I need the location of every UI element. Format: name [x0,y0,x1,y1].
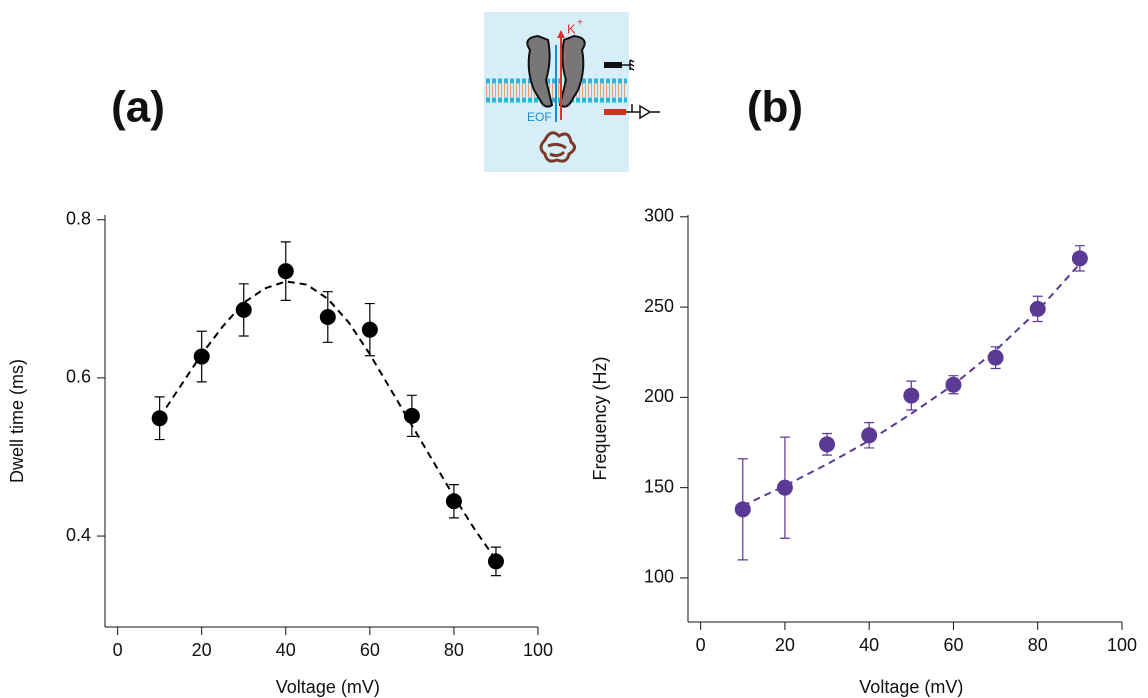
x-tick-label: 80 [444,640,464,660]
panel-label: (b) [747,83,803,132]
data-point [1071,250,1088,267]
x-tick-label: 40 [276,640,296,660]
k-arrowhead [557,30,565,38]
y-tick-label: 0.8 [66,208,91,228]
data-point [734,501,751,518]
x-tick-label: 100 [1107,635,1137,655]
eof-label: EOF [527,110,552,124]
channel-left [526,34,554,108]
y-tick-label: 200 [644,386,674,406]
k-superscript: + [577,18,583,29]
y-tick-label: 0.6 [66,367,91,387]
data-point [776,479,793,496]
panel-label: (a) [111,83,165,132]
data-point [361,321,378,338]
data-point [235,301,252,318]
amplifier-symbol [626,104,660,120]
data-point [987,349,1004,366]
x-tick-label: 80 [1028,635,1048,655]
data-point [903,387,920,404]
polypeptide [539,131,576,163]
data-point [445,493,462,510]
ground-electrode [604,62,622,68]
x-tick-label: 20 [192,640,212,660]
data-point [193,348,210,365]
data-point [151,410,168,427]
y-axis-label: Frequency (Hz) [590,356,610,480]
data-point [403,407,420,424]
x-tick-label: 60 [360,640,380,660]
y-tick-label: 150 [644,476,674,496]
active-electrode [604,109,626,115]
data-point [861,427,878,444]
channel-right [558,34,586,108]
x-tick-label: 40 [859,635,879,655]
fit-line [742,263,1081,507]
x-tick-label: 100 [523,640,553,660]
data-point [819,436,836,453]
y-tick-label: 0.4 [66,525,91,545]
data-point [487,553,504,570]
y-tick-label: 250 [644,296,674,316]
data-point [277,263,294,280]
x-tick-label: 20 [775,635,795,655]
inset-diagram: K + EOF [484,12,660,172]
data-point [1029,300,1046,317]
x-tick-label: 0 [696,635,706,655]
data-point [945,376,962,393]
y-tick-label: 100 [644,567,674,587]
y-tick-label: 300 [644,206,674,226]
y-axis-label: Dwell time (ms) [7,359,27,483]
x-axis-label: Voltage (mV) [859,677,963,697]
x-tick-label: 60 [943,635,963,655]
ground-symbol [622,59,635,71]
x-axis-label: Voltage (mV) [276,677,380,697]
x-tick-label: 0 [113,640,123,660]
membrane [486,78,627,103]
k-label: K [567,21,576,36]
data-point [319,309,336,326]
fit-line [158,280,497,561]
